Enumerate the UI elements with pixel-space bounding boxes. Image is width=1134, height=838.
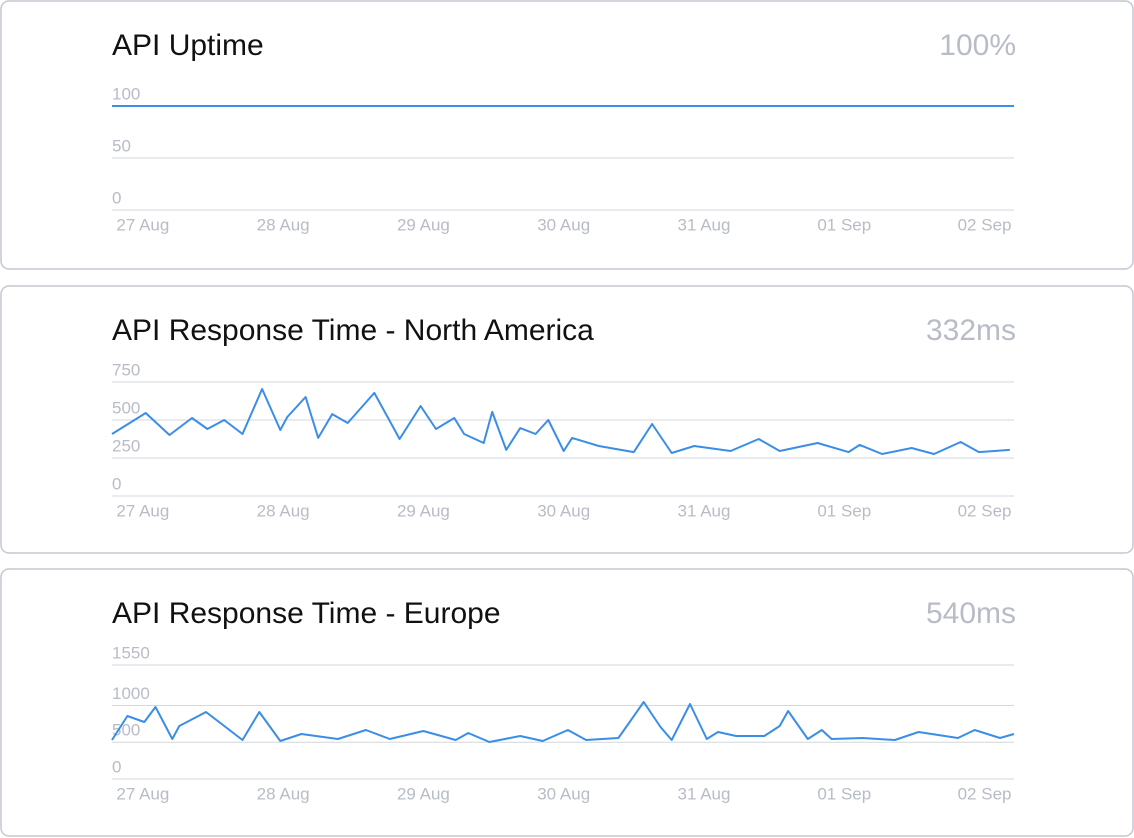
y-tick-label: 500 xyxy=(112,721,140,740)
y-tick-label: 0 xyxy=(112,757,121,776)
x-tick-label: 31 Aug xyxy=(678,215,731,234)
x-tick-label: 02 Sep xyxy=(958,784,1012,803)
x-tick-label: 29 Aug xyxy=(397,784,450,803)
x-tick-label: 02 Sep xyxy=(958,215,1012,234)
x-tick-label: 30 Aug xyxy=(537,784,590,803)
y-tick-label: 100 xyxy=(112,84,140,103)
y-tick-label: 250 xyxy=(112,436,140,455)
x-tick-label: 27 Aug xyxy=(116,501,169,520)
x-tick-label: 27 Aug xyxy=(116,784,169,803)
x-tick-label: 28 Aug xyxy=(257,215,310,234)
chart-title: API Response Time - North America xyxy=(112,314,594,347)
y-tick-label: 0 xyxy=(112,474,121,493)
current-value: 332ms xyxy=(926,314,1016,347)
y-tick-label: 0 xyxy=(112,188,121,207)
line-series xyxy=(111,388,1010,455)
y-tick-label: 1000 xyxy=(112,684,150,703)
x-tick-label: 28 Aug xyxy=(257,501,310,520)
current-value: 100% xyxy=(939,29,1016,62)
x-tick-label: 31 Aug xyxy=(678,501,731,520)
chart-title: API Uptime xyxy=(112,29,264,62)
current-value: 540ms xyxy=(926,597,1016,630)
line-series xyxy=(111,701,1015,743)
panel xyxy=(0,568,1134,837)
x-tick-label: 31 Aug xyxy=(678,784,731,803)
x-tick-label: 30 Aug xyxy=(537,215,590,234)
x-tick-label: 27 Aug xyxy=(116,215,169,234)
x-tick-label: 02 Sep xyxy=(958,501,1012,520)
chart-title: API Response Time - Europe xyxy=(112,597,501,630)
panel xyxy=(0,0,1134,270)
y-tick-label: 500 xyxy=(112,398,140,417)
x-tick-label: 29 Aug xyxy=(397,501,450,520)
x-tick-label: 01 Sep xyxy=(817,215,871,234)
x-tick-label: 29 Aug xyxy=(397,215,450,234)
y-tick-label: 1550 xyxy=(112,643,150,662)
x-tick-label: 01 Sep xyxy=(817,501,871,520)
y-tick-label: 750 xyxy=(112,360,140,379)
x-tick-label: 30 Aug xyxy=(537,501,590,520)
x-tick-label: 28 Aug xyxy=(257,784,310,803)
x-tick-label: 01 Sep xyxy=(817,784,871,803)
y-tick-label: 50 xyxy=(112,136,131,155)
